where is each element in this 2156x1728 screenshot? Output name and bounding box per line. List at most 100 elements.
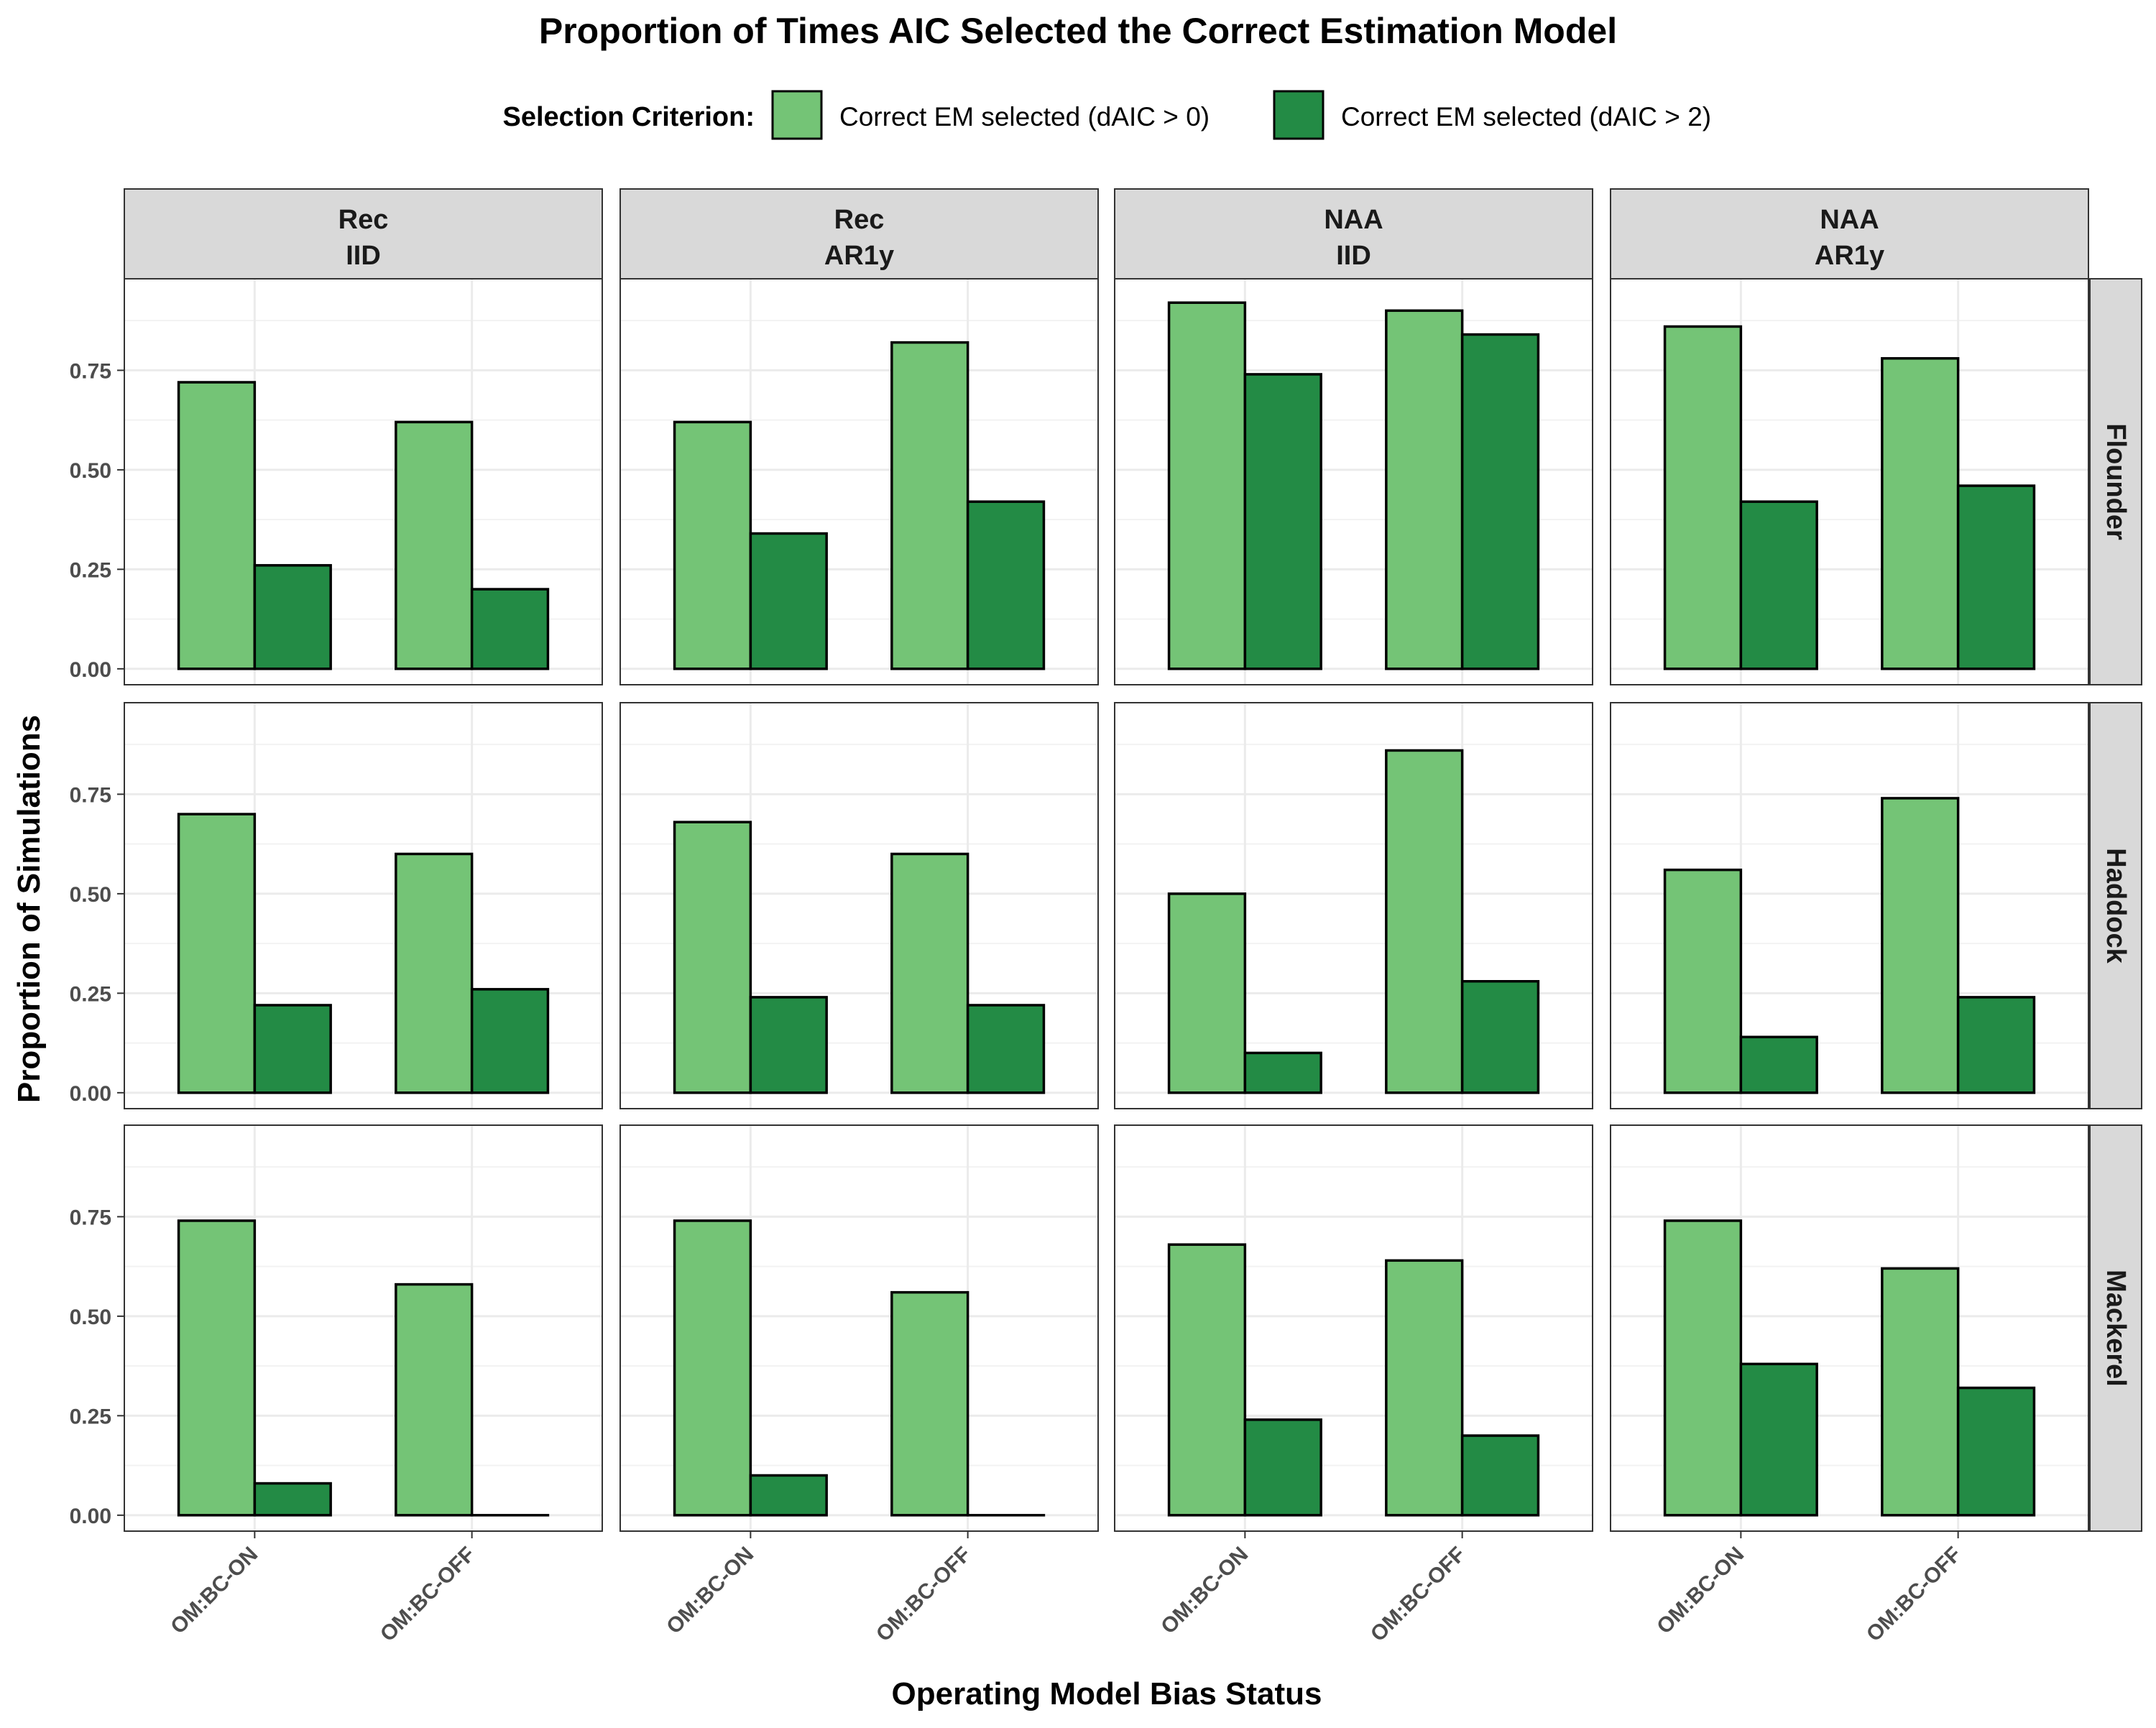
x-tick-label-om-bc-on: OM:BC-ON <box>1652 1543 1749 1639</box>
column-strip-line2: IID <box>346 241 381 271</box>
bar-om-bc-off-daic0 <box>396 854 472 1092</box>
bar-om-bc-off-daic2 <box>1958 486 2035 669</box>
bar-om-bc-on-daic0 <box>1169 1244 1245 1515</box>
legend-label-daic2: Correct EM selected (dAIC > 2) <box>1341 102 1711 131</box>
bar-om-bc-on-daic2 <box>1245 1420 1321 1515</box>
y-axis-label: Proportion of Simulations <box>11 715 47 1103</box>
y-axis-flounder: 0.000.250.500.75 <box>70 359 124 681</box>
panel-haddock-naa-ar1y <box>1611 703 2088 1109</box>
x-axis-rec-ar1y: OM:BC-ON OM:BC-OFF <box>662 1531 975 1646</box>
bar-om-bc-on-daic0 <box>179 1221 255 1515</box>
y-tick-label: 0.75 <box>70 1206 111 1229</box>
bar-om-bc-off-daic0 <box>396 422 472 668</box>
legend-title: Selection Criterion: <box>503 102 755 132</box>
bar-om-bc-on-daic2 <box>750 534 826 669</box>
bar-om-bc-on-daic0 <box>675 1221 751 1515</box>
row-strip-mackerel: Mackerel <box>2090 1125 2142 1531</box>
row-strip-label: Haddock <box>2101 848 2131 964</box>
bar-om-bc-off-daic0 <box>1386 310 1462 669</box>
bar-om-bc-off-daic2 <box>968 502 1044 669</box>
x-tick-label-om-bc-on: OM:BC-ON <box>1156 1543 1253 1639</box>
bar-om-bc-on-daic0 <box>1169 302 1245 669</box>
bar-om-bc-off-daic2 <box>1958 997 2035 1093</box>
bar-om-bc-off-daic0 <box>396 1285 472 1515</box>
bar-om-bc-on-daic2 <box>1741 502 1817 669</box>
y-tick-label: 0.00 <box>70 658 111 682</box>
bar-om-bc-on-daic0 <box>179 382 255 669</box>
panel-haddock-naa-iid <box>1115 703 1593 1109</box>
bar-om-bc-off-daic2 <box>1462 981 1539 1093</box>
panel-flounder-naa-ar1y <box>1611 279 2088 685</box>
x-tick-label-om-bc-off: OM:BC-OFF <box>1366 1543 1470 1647</box>
x-tick-label-om-bc-on: OM:BC-ON <box>166 1543 262 1639</box>
column-strip-line2: IID <box>1336 241 1371 271</box>
x-tick-label-om-bc-off: OM:BC-OFF <box>1862 1543 1966 1647</box>
y-tick-label: 0.50 <box>70 1306 111 1329</box>
legend-label-daic0: Correct EM selected (dAIC > 0) <box>839 102 1210 131</box>
bar-om-bc-on-daic2 <box>1245 1053 1321 1092</box>
bar-om-bc-on-daic0 <box>1169 894 1245 1093</box>
bar-om-bc-on-daic2 <box>750 997 826 1093</box>
x-axis-naa-ar1y: OM:BC-ON OM:BC-OFF <box>1652 1531 1966 1646</box>
row-strip-label: Flounder <box>2101 423 2131 540</box>
y-tick-label: 0.75 <box>70 783 111 807</box>
column-strip-line2: AR1y <box>824 241 894 271</box>
bar-om-bc-off-daic2 <box>1462 1436 1539 1515</box>
column-strip-line1: Rec <box>338 205 389 235</box>
bar-om-bc-on-daic2 <box>1741 1037 1817 1093</box>
y-tick-label: 0.50 <box>70 883 111 907</box>
y-tick-label: 0.00 <box>70 1505 111 1528</box>
legend-swatch-daic0 <box>773 91 821 139</box>
bar-om-bc-on-daic0 <box>179 814 255 1093</box>
x-tick-label-om-bc-off: OM:BC-OFF <box>872 1543 976 1647</box>
panel-mackerel-naa-ar1y <box>1611 1125 2088 1531</box>
y-tick-label: 0.25 <box>70 1405 111 1428</box>
panel-haddock-rec-ar1y <box>620 703 1098 1109</box>
panel-mackerel-naa-iid <box>1115 1125 1593 1531</box>
bar-om-bc-off-daic2 <box>1958 1388 2035 1515</box>
y-axes: 0.000.250.500.750.000.250.500.750.000.25… <box>70 359 124 1528</box>
bar-om-bc-on-daic2 <box>750 1475 826 1515</box>
panel-mackerel-rec-iid <box>124 1125 602 1531</box>
panel-mackerel-rec-ar1y <box>620 1125 1098 1531</box>
y-axis-mackerel: 0.00 0.25 0.50 0.75 <box>70 1206 124 1528</box>
panel-flounder-rec-iid <box>124 279 602 685</box>
x-tick-label-om-bc-off: OM:BC-OFF <box>376 1543 480 1647</box>
bar-om-bc-on-daic2 <box>1741 1364 1817 1515</box>
x-tick-label-om-bc-on: OM:BC-ON <box>662 1543 758 1639</box>
bar-om-bc-off-daic0 <box>1386 750 1462 1092</box>
bar-om-bc-off-daic0 <box>892 1293 968 1515</box>
row-strip-flounder: Flounder <box>2090 279 2142 685</box>
column-strip-rec-iid: Rec IID <box>124 189 602 279</box>
bar-om-bc-off-daic2 <box>968 1005 1044 1093</box>
row-strip-haddock: Haddock <box>2090 703 2142 1109</box>
x-axis-rec-iid: OM:BC-ON OM:BC-OFF <box>166 1531 479 1646</box>
bar-om-bc-on-daic0 <box>1665 326 1741 668</box>
chart-title: Proportion of Times AIC Selected the Cor… <box>539 11 1617 51</box>
column-strip-line1: Rec <box>834 205 885 235</box>
bar-om-bc-off-daic0 <box>1386 1260 1462 1515</box>
x-axis-naa-iid: OM:BC-ON OM:BC-OFF <box>1156 1531 1470 1646</box>
bar-om-bc-off-daic0 <box>892 854 968 1092</box>
bar-om-bc-on-daic0 <box>675 822 751 1093</box>
bar-om-bc-off-daic2 <box>472 989 548 1093</box>
panel-haddock-rec-iid <box>124 703 602 1109</box>
y-tick-label: 0.25 <box>70 982 111 1006</box>
x-axis-label: Operating Model Bias Status <box>892 1676 1322 1711</box>
panel-flounder-rec-ar1y <box>620 279 1098 685</box>
legend-swatch-daic2 <box>1274 91 1323 139</box>
bar-om-bc-on-daic0 <box>1665 1221 1741 1515</box>
y-tick-label: 0.00 <box>70 1082 111 1106</box>
bar-om-bc-off-daic0 <box>1882 798 1958 1093</box>
row-strips: Flounder Haddock Mackerel <box>2090 279 2142 1531</box>
column-strip-rec-ar1y: Rec AR1y <box>620 189 1098 279</box>
bar-om-bc-on-daic2 <box>1245 374 1321 669</box>
y-tick-label: 0.50 <box>70 459 111 483</box>
bar-om-bc-off-daic2 <box>472 589 548 669</box>
row-strip-label: Mackerel <box>2101 1270 2131 1387</box>
